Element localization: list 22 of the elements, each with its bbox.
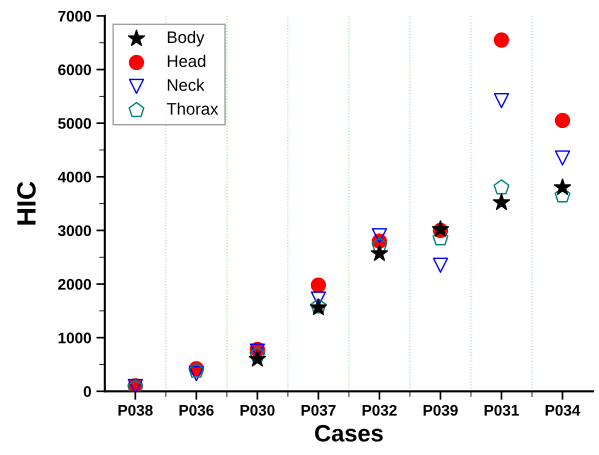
y-tick-label: 4000 [58, 172, 92, 182]
legend-label: Neck [168, 78, 204, 91]
legend-label: Head [168, 54, 206, 68]
y-tick-label: 3000 [58, 225, 92, 236]
legend-label: Body [168, 30, 204, 46]
x-tick-label: P032 [362, 404, 397, 416]
x-tick-label: P031 [484, 404, 519, 416]
y-axis-title: HIC [17, 182, 36, 225]
x-tick-label: P037 [302, 404, 336, 416]
x-axis-title: Cases [315, 424, 383, 442]
legend-label: Thorax [166, 102, 218, 115]
x-tick-label: P030 [240, 404, 275, 416]
y-tick-label: 5000 [58, 118, 92, 129]
y-tick-label: 6000 [58, 64, 92, 76]
y-tick-label: 0 [84, 386, 92, 397]
x-tick-label: P039 [424, 404, 458, 416]
x-tick-label: P038 [118, 404, 153, 416]
y-tick-label: 1000 [58, 332, 92, 344]
y-tick-label: 7000 [58, 10, 92, 22]
x-tick-label: P036 [180, 404, 214, 416]
y-tick-label: 2000 [58, 278, 92, 290]
x-tick-label: P034 [546, 404, 580, 416]
